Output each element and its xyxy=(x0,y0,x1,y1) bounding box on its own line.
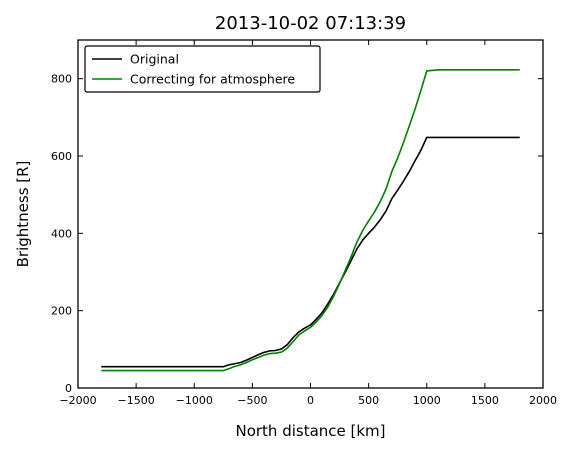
y-axis-title: Brightness [R] xyxy=(14,161,32,268)
x-tick-label: −2000 xyxy=(59,394,96,407)
ticks-layer: −2000 −1500 −1000 −500 0 500 1000 1500 2000 0 200 4… xyxy=(51,40,557,407)
x-tick-label: 1000 xyxy=(413,394,441,407)
legend-label: Original xyxy=(130,52,179,67)
series-line-original xyxy=(101,136,520,368)
series-line-corrected xyxy=(101,68,520,372)
y-tick-label: 400 xyxy=(51,227,72,240)
y-tick-label: 800 xyxy=(51,73,72,86)
x-tick-label: 500 xyxy=(358,394,379,407)
x-tick-label: 0 xyxy=(307,394,314,407)
legend-label: Correcting for atmosphere xyxy=(130,72,295,87)
x-tick-label: −500 xyxy=(237,394,267,407)
legend: Original Correcting for atmosphere xyxy=(84,45,321,93)
legend-box xyxy=(84,45,321,93)
x-tick-label: −1500 xyxy=(118,394,155,407)
x-tick-label: 1500 xyxy=(471,394,499,407)
x-axis-title: North distance [km] xyxy=(235,422,385,440)
x-tick-label: 2000 xyxy=(529,394,557,407)
y-tick-label: 200 xyxy=(51,305,72,318)
y-tick-label: 0 xyxy=(65,382,72,395)
series-layer xyxy=(101,68,520,372)
chart-title: 2013-10-02 07:13:39 xyxy=(215,13,406,34)
x-tick-label: −1000 xyxy=(176,394,213,407)
y-tick-label: 600 xyxy=(51,150,72,163)
